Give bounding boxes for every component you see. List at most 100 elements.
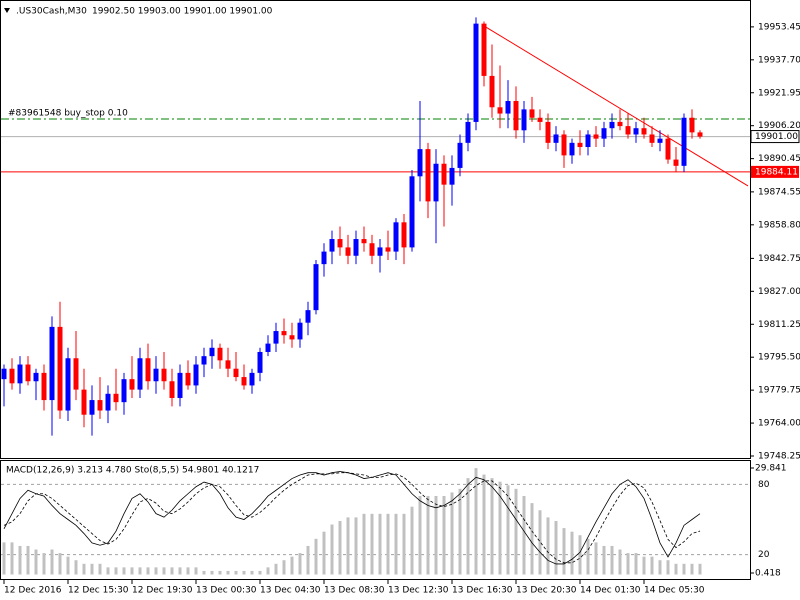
histogram-bar xyxy=(346,517,350,575)
candle-body xyxy=(697,132,703,137)
candle-body xyxy=(17,364,23,384)
candle-body xyxy=(297,322,303,340)
candle-body xyxy=(105,393,111,411)
candle-body xyxy=(609,121,615,129)
histogram-bar xyxy=(74,560,78,575)
candle-body xyxy=(497,107,503,114)
histogram-bar xyxy=(306,545,310,575)
candle-body xyxy=(321,251,327,265)
candle-body xyxy=(9,368,15,384)
indicator-title: MACD(12,26,9) 3.213 4.780 Sto(8,5,5) 54.… xyxy=(6,466,259,476)
candle-body xyxy=(265,343,271,352)
histogram-bar xyxy=(314,538,318,575)
histogram-bar xyxy=(194,567,198,575)
candle-body xyxy=(145,358,151,382)
candle-body xyxy=(361,239,367,244)
histogram-bar xyxy=(338,520,342,575)
histogram-bar xyxy=(602,545,606,575)
candle-body xyxy=(209,347,215,357)
candle-body xyxy=(73,358,79,390)
histogram-bar xyxy=(442,495,446,575)
candle-body xyxy=(425,149,431,202)
histogram-bar xyxy=(170,567,174,575)
candle-body xyxy=(65,358,71,411)
candle-body xyxy=(49,326,55,401)
y-tick-label: 19748.25 xyxy=(758,452,800,462)
histogram-bar xyxy=(90,563,94,575)
histogram-bar xyxy=(50,549,54,575)
symbol: .US30Cash,M30 xyxy=(16,7,87,17)
histogram-bar xyxy=(562,528,566,575)
candle-body xyxy=(689,117,695,133)
menu-arrow[interactable] xyxy=(4,8,10,13)
x-tick-label: 13 Dec 12:30 xyxy=(388,586,449,596)
x-tick-label: 13 Dec 08:30 xyxy=(324,586,385,596)
y2-tick-label: 0.418 xyxy=(755,569,781,579)
y-tick-label: 19779.75 xyxy=(758,386,800,396)
candle-body xyxy=(201,356,207,365)
histogram-bar xyxy=(266,567,270,575)
x-tick-label: 12 Dec 2016 xyxy=(4,586,62,596)
candle-body xyxy=(537,117,543,122)
x-tick-label: 14 Dec 05:30 xyxy=(644,586,705,596)
trendline xyxy=(483,25,749,187)
histogram-bar xyxy=(586,538,590,575)
histogram-bar xyxy=(138,567,142,575)
candle-body xyxy=(305,310,311,323)
histogram-bar xyxy=(450,492,454,575)
histogram-bar xyxy=(610,545,614,575)
histogram-bar xyxy=(122,567,126,575)
candle-body xyxy=(393,222,399,252)
candle-body xyxy=(217,347,223,361)
histogram-bar xyxy=(58,553,62,575)
candle-body xyxy=(225,360,231,369)
candle-body xyxy=(337,239,343,248)
candle-body xyxy=(601,128,607,139)
candle-body xyxy=(473,23,479,122)
candle-body xyxy=(529,109,535,118)
candle-body xyxy=(161,368,167,382)
candle-body xyxy=(33,372,39,382)
candle-body xyxy=(257,351,263,373)
histogram-bar xyxy=(402,513,406,575)
bid-label: 19901.00 xyxy=(755,132,798,142)
histogram-bar xyxy=(274,563,278,575)
histogram-bar xyxy=(226,570,230,575)
candle-body xyxy=(41,372,47,401)
order-label: 19884.11 xyxy=(755,167,798,177)
x-tick-label: 12 Dec 15:30 xyxy=(68,586,129,596)
candle-body xyxy=(545,121,551,143)
histogram-bar xyxy=(378,513,382,575)
histogram-bar xyxy=(386,513,390,575)
histogram-bar xyxy=(26,545,30,575)
candle-body xyxy=(193,364,199,386)
y-tick-label: 20 xyxy=(758,550,770,560)
candle-body xyxy=(385,247,391,252)
pending-order-label: #83961548 buy_stop 0.10 xyxy=(8,108,128,118)
candle-body xyxy=(369,243,375,256)
histogram-bar xyxy=(570,531,574,575)
y-tick-label: 19764.00 xyxy=(758,419,800,429)
histogram-bar xyxy=(218,570,222,575)
histogram-bar xyxy=(506,485,510,575)
candle-body xyxy=(521,109,527,131)
histogram-bar xyxy=(690,563,694,575)
candle-body xyxy=(121,379,127,403)
histogram-bar xyxy=(130,567,134,575)
histogram-bar xyxy=(370,513,374,575)
y-tick-label: 19953.45 xyxy=(758,22,800,32)
histogram-bar xyxy=(474,468,478,575)
candle-body xyxy=(649,134,655,143)
candle-body xyxy=(81,389,87,415)
y-tick-label: 19795.50 xyxy=(758,353,800,363)
candle-body xyxy=(593,134,599,139)
candle-body xyxy=(169,381,175,398)
histogram-bar xyxy=(626,553,630,575)
y-tick-label: 80 xyxy=(758,480,770,490)
histogram-bar xyxy=(106,567,110,575)
stoch-signal xyxy=(3,472,701,564)
histogram-bar xyxy=(634,553,638,575)
histogram-bar xyxy=(154,567,158,575)
candle-body xyxy=(25,364,31,382)
